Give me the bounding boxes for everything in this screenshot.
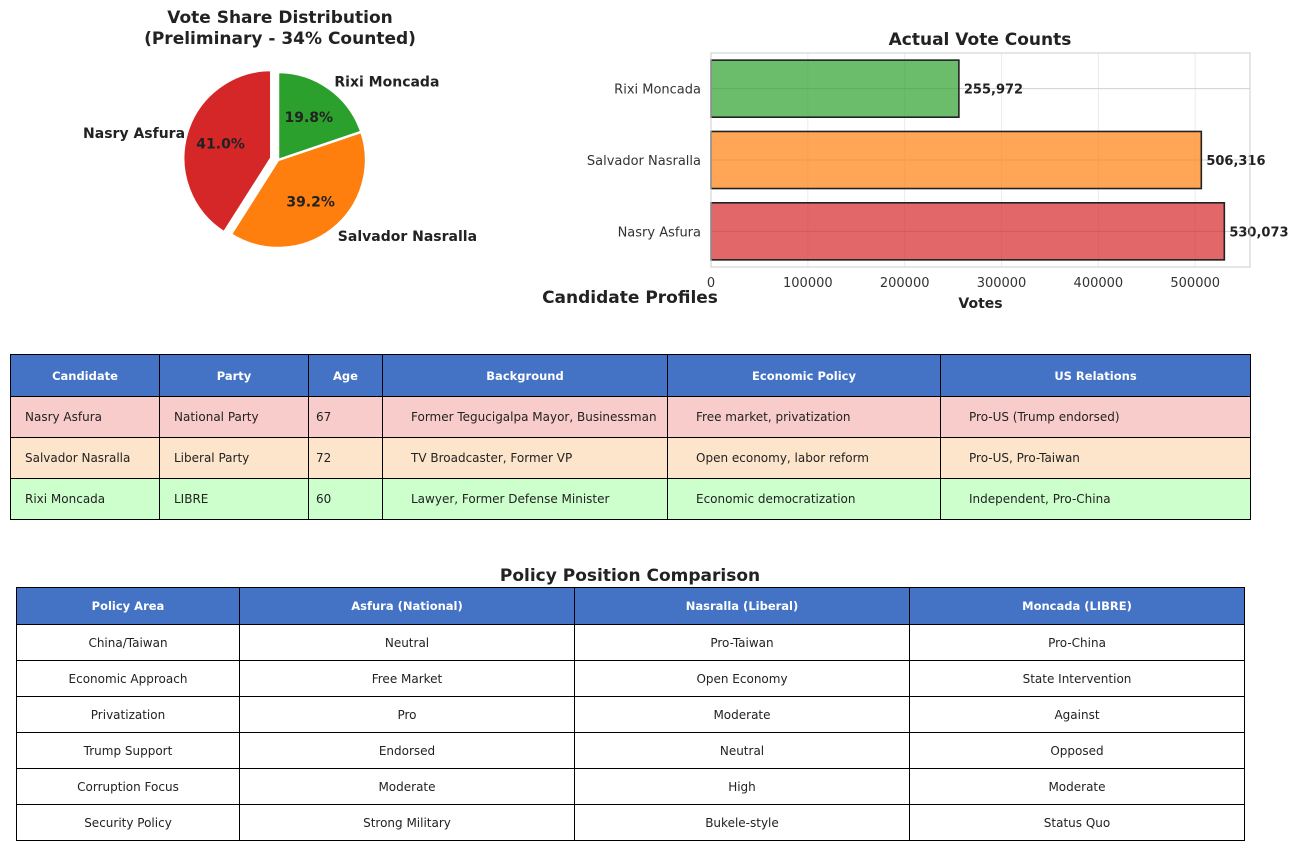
y-tick-label: Salvador Nasralla bbox=[587, 154, 701, 169]
x-tick-label: 0 bbox=[707, 276, 715, 291]
y-tick-label: Nasry Asfura bbox=[618, 225, 701, 240]
policy-cell: Corruption Focus bbox=[16, 768, 240, 805]
x-tick-label: 100000 bbox=[783, 276, 833, 291]
policy-cell: Economic Approach bbox=[16, 660, 240, 697]
candidate-profiles-table: Candidate Party Age Background Economic Poli… bbox=[10, 354, 1251, 520]
bar bbox=[710, 202, 1226, 261]
bar bbox=[710, 59, 960, 118]
policy-title: Policy Position Comparison bbox=[499, 566, 761, 586]
policy-cell: Moderate bbox=[909, 768, 1245, 805]
table-row: China/Taiwan Neutral Pro-Taiwan Pro-China bbox=[16, 624, 1245, 661]
table-row: Corruption Focus Moderate High Moderate bbox=[16, 768, 1245, 805]
policy-cell: Against bbox=[909, 696, 1245, 733]
policy-cell: Free Market bbox=[239, 660, 575, 697]
pie-slice bbox=[182, 68, 273, 235]
policy-cell: Pro-China bbox=[909, 624, 1245, 661]
profiles-header-cell: Candidate bbox=[10, 354, 160, 397]
table-row: Salvador Nasralla Liberal Party 72 TV Broad… bbox=[10, 437, 1251, 479]
profiles-header-cell: Economic Policy bbox=[667, 354, 941, 397]
profiles-cell: Lawyer, Former Defense Minister bbox=[382, 478, 668, 520]
x-tick-label: 200000 bbox=[880, 276, 930, 291]
profiles-cell: Nasry Asfura bbox=[10, 396, 160, 438]
policy-cell: Pro bbox=[239, 696, 575, 733]
profiles-cell: Open economy, labor reform bbox=[667, 437, 941, 479]
profiles-header-cell: Background bbox=[382, 354, 668, 397]
bar-value-label: 255,972 bbox=[964, 83, 1023, 98]
profiles-cell: Liberal Party bbox=[159, 437, 309, 479]
profiles-cell: Rixi Moncada bbox=[10, 478, 160, 520]
x-tick-label: 500000 bbox=[1170, 276, 1220, 291]
policy-cell: China/Taiwan bbox=[16, 624, 240, 661]
profiles-cell: TV Broadcaster, Former VP bbox=[382, 437, 668, 479]
profiles-header-cell: Party bbox=[159, 354, 309, 397]
policy-cell: Open Economy bbox=[574, 660, 910, 697]
pie-slice bbox=[276, 70, 363, 162]
policy-header-cell: Nasralla (Liberal) bbox=[574, 587, 910, 625]
pie-label: Rixi Moncada bbox=[334, 74, 439, 90]
profiles-cell: LIBRE bbox=[159, 478, 309, 520]
policy-header-cell: Asfura (National) bbox=[239, 587, 575, 625]
profiles-cell: Salvador Nasralla bbox=[10, 437, 160, 479]
policy-cell: Neutral bbox=[574, 732, 910, 769]
profiles-header-cell: Age bbox=[308, 354, 383, 397]
profiles-cell: Former Tegucigalpa Mayor, Businessman bbox=[382, 396, 668, 438]
policy-comparison-table: Policy Area Asfura (National) Nasralla (Li… bbox=[16, 587, 1245, 841]
table-row: Security Policy Strong Military Bukele-sty… bbox=[16, 804, 1245, 841]
policy-cell: Privatization bbox=[16, 696, 240, 733]
bar-title: Actual Vote Counts bbox=[888, 30, 1072, 50]
bar bbox=[710, 130, 1203, 190]
pie-label: Salvador Nasralla bbox=[338, 229, 477, 245]
axes-frame bbox=[710, 52, 1251, 268]
table-row: Trump Support Endorsed Neutral Opposed bbox=[16, 732, 1245, 769]
table-row: Rixi Moncada LIBRE 60 Lawyer, Former Defens… bbox=[10, 478, 1251, 520]
profiles-cell: Independent, Pro-China bbox=[940, 478, 1251, 520]
bar-value-label: 506,316 bbox=[1206, 154, 1265, 169]
policy-header-cell: Moncada (LIBRE) bbox=[909, 587, 1245, 625]
pie-slice bbox=[229, 130, 368, 250]
policy-cell: Moderate bbox=[239, 768, 575, 805]
profiles-cell: 67 bbox=[308, 396, 383, 438]
profiles-cell: 60 bbox=[308, 478, 383, 520]
pie-title: Vote Share Distribution (Preliminary - 3… bbox=[80, 8, 480, 50]
table-row: Economic Approach Free Market Open Economy… bbox=[16, 660, 1245, 697]
policy-cell: Bukele-style bbox=[574, 804, 910, 841]
bar-value-label: 530,073 bbox=[1229, 225, 1288, 240]
profiles-cell: Pro-US, Pro-Taiwan bbox=[940, 437, 1251, 479]
policy-cell: Status Quo bbox=[909, 804, 1245, 841]
y-tick-label: Rixi Moncada bbox=[614, 83, 701, 98]
profiles-cell: Free market, privatization bbox=[667, 396, 941, 438]
pie-chart: Nasry Asfura 41.0% Salvador Nasralla 39.2% R… bbox=[83, 68, 477, 250]
policy-cell: Opposed bbox=[909, 732, 1245, 769]
profiles-title: Candidate Profiles bbox=[542, 288, 718, 308]
policy-cell: Moderate bbox=[574, 696, 910, 733]
policy-cell: High bbox=[574, 768, 910, 805]
profiles-cell: National Party bbox=[159, 396, 309, 438]
table-row: Nasry Asfura National Party 67 Former Teguc… bbox=[10, 396, 1251, 438]
table-row: Privatization Pro Moderate Against bbox=[16, 696, 1245, 733]
policy-cell: State Intervention bbox=[909, 660, 1245, 697]
policy-cell: Trump Support bbox=[16, 732, 240, 769]
x-axis-label: Votes bbox=[958, 296, 1002, 312]
profiles-header-cell: US Relations bbox=[940, 354, 1251, 397]
x-tick-label: 300000 bbox=[977, 276, 1027, 291]
pie-label: Nasry Asfura bbox=[83, 126, 185, 142]
profiles-cell: Economic democratization bbox=[667, 478, 941, 520]
bar-chart: 0 100000 200000 300000 400000 500000 Nasry Asf… bbox=[587, 52, 1289, 312]
pie-percent-label: 41.0% bbox=[196, 136, 245, 152]
policy-cell: Pro-Taiwan bbox=[574, 624, 910, 661]
pie-percent-label: 19.8% bbox=[284, 110, 333, 126]
x-tick-label: 400000 bbox=[1074, 276, 1124, 291]
policy-cell: Neutral bbox=[239, 624, 575, 661]
pie-percent-label: 39.2% bbox=[286, 195, 335, 211]
profiles-cell: Pro-US (Trump endorsed) bbox=[940, 396, 1251, 438]
pie-title-line-2: (Preliminary - 34% Counted) bbox=[144, 29, 416, 49]
policy-cell: Security Policy bbox=[16, 804, 240, 841]
policy-cell: Strong Military bbox=[239, 804, 575, 841]
policy-cell: Endorsed bbox=[239, 732, 575, 769]
profiles-cell: 72 bbox=[308, 437, 383, 479]
policy-header-cell: Policy Area bbox=[16, 587, 240, 625]
pie-title-line-1: Vote Share Distribution bbox=[167, 8, 393, 28]
